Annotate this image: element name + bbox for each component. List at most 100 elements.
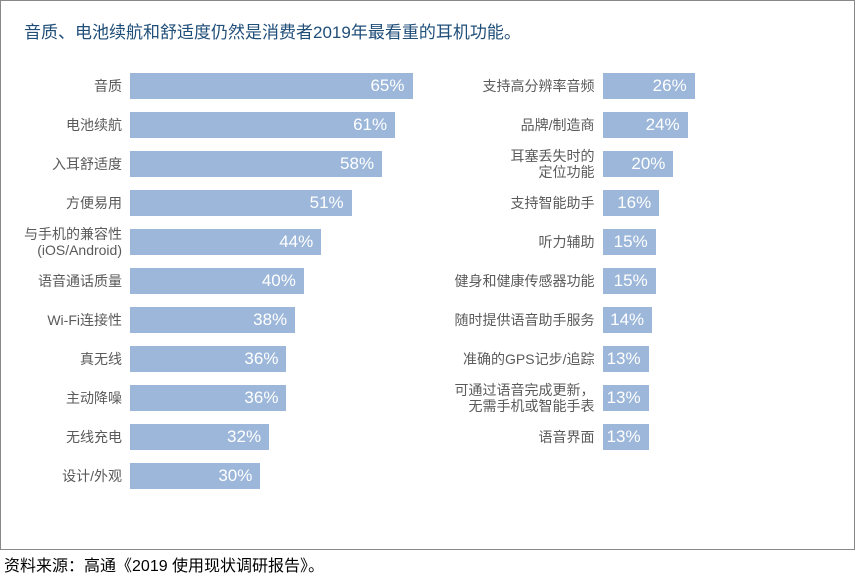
bar-track: 32% bbox=[130, 424, 413, 450]
bar-track: 13% bbox=[603, 346, 834, 372]
bar-label: 方便易用 bbox=[10, 195, 130, 211]
bar-value: 36% bbox=[244, 349, 278, 369]
bar-track: 61% bbox=[130, 112, 413, 138]
bar-row: 准确的GPS记步/追踪13% bbox=[431, 344, 834, 374]
bar-value: 26% bbox=[653, 76, 687, 96]
bar: 36% bbox=[130, 346, 286, 372]
bar: 15% bbox=[603, 268, 656, 294]
right-column: 支持高分辨率音频 26% 品牌/制造商 24% 耳塞丢失时的定位功能20% 支持智能助手 1… bbox=[431, 71, 834, 491]
bar-value: 58% bbox=[340, 154, 374, 174]
bar-row: 方便易用51% bbox=[10, 188, 413, 218]
bar-row: 音质 65% bbox=[10, 71, 413, 101]
bar: 26% bbox=[603, 73, 695, 99]
source-doc: 《2019 使用现状调研报告》 bbox=[116, 558, 308, 575]
bar-value: 38% bbox=[253, 310, 287, 330]
bar: 65% bbox=[130, 73, 413, 99]
bar: 40% bbox=[130, 268, 304, 294]
bar-label: 随时提供语音助手服务 bbox=[431, 312, 603, 328]
bar-track: 24% bbox=[603, 112, 834, 138]
bar-value: 44% bbox=[279, 232, 313, 252]
bar-label: Wi-Fi连接性 bbox=[10, 312, 130, 328]
bar-label: 准确的GPS记步/追踪 bbox=[431, 351, 603, 367]
bar-value: 15% bbox=[614, 271, 648, 291]
bar-value: 30% bbox=[218, 466, 252, 486]
bar-label: 语音界面 bbox=[431, 429, 603, 445]
bar: 32% bbox=[130, 424, 269, 450]
bar-value: 14% bbox=[610, 310, 644, 330]
bar: 16% bbox=[603, 190, 660, 216]
bar-track: 30% bbox=[130, 463, 413, 489]
bar: 38% bbox=[130, 307, 295, 333]
bar-label: 支持高分辨率音频 bbox=[431, 78, 603, 94]
source-suffix: 。 bbox=[308, 558, 324, 575]
bar-track: 44% bbox=[130, 229, 413, 255]
source-prefix: 资料来源：高通 bbox=[4, 558, 116, 575]
bar-label: 音质 bbox=[10, 78, 130, 94]
bar-value: 13% bbox=[607, 349, 641, 369]
bar: 20% bbox=[603, 151, 674, 177]
bar-track: 40% bbox=[130, 268, 413, 294]
bar-label: 支持智能助手 bbox=[431, 195, 603, 211]
bar: 14% bbox=[603, 307, 653, 333]
source-citation: 资料来源：高通《2019 使用现状调研报告》。 bbox=[4, 552, 324, 576]
bar-value: 15% bbox=[614, 232, 648, 252]
bar-row: 支持智能助手 16% bbox=[431, 188, 834, 218]
bar-value: 40% bbox=[262, 271, 296, 291]
bar-value: 24% bbox=[646, 115, 680, 135]
left-column: 音质65%电池续航61%入耳舒适度58%方便易用51%与手机的兼容性(iOS/A… bbox=[10, 71, 413, 491]
bar-label: 入耳舒适度 bbox=[10, 156, 130, 172]
bar-row: 语音界面13% bbox=[431, 422, 834, 452]
bar-label: 无线充电 bbox=[10, 429, 130, 445]
bar-value: 13% bbox=[607, 388, 641, 408]
bar: 36% bbox=[130, 385, 286, 411]
bar-row: 无线充电 32% bbox=[10, 422, 413, 452]
bar: 13% bbox=[603, 424, 649, 450]
bar-track: 36% bbox=[130, 385, 413, 411]
bar-row: 可通过语音完成更新，无需手机或智能手表13% bbox=[431, 383, 834, 413]
bar-label: 品牌/制造商 bbox=[431, 117, 603, 133]
bar: 13% bbox=[603, 346, 649, 372]
bar: 15% bbox=[603, 229, 656, 255]
bar-row: 健身和健康传感器功能15% bbox=[431, 266, 834, 296]
bar-value: 65% bbox=[370, 76, 404, 96]
bar-label: 语音通话质量 bbox=[10, 273, 130, 289]
bar-label: 可通过语音完成更新，无需手机或智能手表 bbox=[431, 382, 603, 414]
bar: 44% bbox=[130, 229, 321, 255]
bar: 58% bbox=[130, 151, 382, 177]
bar-row: 电池续航 61% bbox=[10, 110, 413, 140]
bar-value: 13% bbox=[607, 427, 641, 447]
bar-label: 主动降噪 bbox=[10, 390, 130, 406]
bar-row: Wi-Fi连接性 38% bbox=[10, 305, 413, 335]
bar: 24% bbox=[603, 112, 688, 138]
chart-area: 音质65%电池续航61%入耳舒适度58%方便易用51%与手机的兼容性(iOS/A… bbox=[0, 43, 855, 491]
bar-row: 主动降噪36% bbox=[10, 383, 413, 413]
bar-value: 32% bbox=[227, 427, 261, 447]
bar: 13% bbox=[603, 385, 649, 411]
bar-row: 耳塞丢失时的定位功能20% bbox=[431, 149, 834, 179]
bar-row: 设计/外观 30% bbox=[10, 461, 413, 491]
bar-value: 61% bbox=[353, 115, 387, 135]
bar-track: 36% bbox=[130, 346, 413, 372]
bar-track: 14% bbox=[603, 307, 834, 333]
bar-label: 电池续航 bbox=[10, 117, 130, 133]
bar-track: 15% bbox=[603, 229, 834, 255]
bar-label: 听力辅助 bbox=[431, 234, 603, 250]
bar-label: 真无线 bbox=[10, 351, 130, 367]
bar-track: 20% bbox=[603, 151, 834, 177]
bar-row: 入耳舒适度 58% bbox=[10, 149, 413, 179]
bar-label: 设计/外观 bbox=[10, 468, 130, 484]
bar-value: 20% bbox=[631, 154, 665, 174]
bar-value: 16% bbox=[617, 193, 651, 213]
bar: 51% bbox=[130, 190, 352, 216]
bar: 61% bbox=[130, 112, 395, 138]
chart-title: 音质、电池续航和舒适度仍然是消费者2019年最看重的耳机功能。 bbox=[0, 0, 855, 43]
bar-row: 随时提供语音助手服务 14% bbox=[431, 305, 834, 335]
bar-row: 语音通话质量 40% bbox=[10, 266, 413, 296]
bar: 30% bbox=[130, 463, 260, 489]
bar-track: 15% bbox=[603, 268, 834, 294]
bar-track: 13% bbox=[603, 424, 834, 450]
bar-track: 16% bbox=[603, 190, 834, 216]
bar-row: 听力辅助 15% bbox=[431, 227, 834, 257]
bar-track: 13% bbox=[603, 385, 834, 411]
bar-track: 38% bbox=[130, 307, 413, 333]
